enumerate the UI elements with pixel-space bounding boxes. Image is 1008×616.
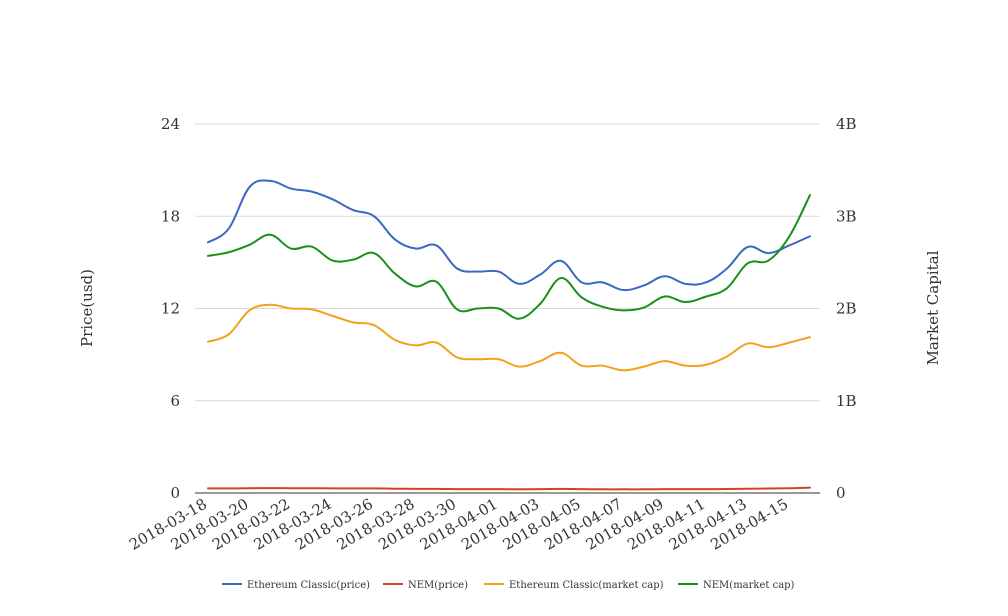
left-y-tick-label: 0	[170, 484, 180, 502]
series-line-1	[207, 179, 811, 292]
legend-label: Ethereum Classic(market cap)	[509, 580, 664, 591]
legend-label: NEM(price)	[408, 580, 468, 591]
legend-label: NEM(market cap)	[703, 580, 795, 591]
grid-lines	[195, 123, 820, 402]
x-tick-labels: 2018-03-182018-03-202018-03-222018-03-24…	[126, 495, 791, 554]
left-y-tick-label: 18	[161, 207, 180, 225]
right-y-tick-label: 1B	[836, 392, 857, 410]
right-y-tick-label: 3B	[836, 207, 857, 225]
series-lines	[207, 179, 811, 491]
right-y-tick-label: 4B	[836, 115, 857, 133]
left-y-tick-label: 6	[170, 392, 180, 410]
left-y-tick-label: 12	[161, 300, 180, 318]
left-y-tick-label: 24	[161, 115, 180, 133]
right-y-tick-label: 0	[836, 484, 846, 502]
left-axis-title: Price(usd)	[78, 269, 96, 347]
right-y-tick-label: 2B	[836, 300, 857, 318]
series-line-4	[207, 194, 811, 320]
right-axis-title: Market Capital	[924, 250, 942, 365]
legend-label: Ethereum Classic(price)	[247, 580, 370, 591]
left-y-tick-labels: 0 6 12 18 24	[161, 115, 180, 502]
right-y-tick-labels: 0 1B 2B 3B 4B	[836, 115, 857, 502]
legend: Ethereum Classic(price) NEM(price) Ethereu…	[222, 580, 795, 591]
series-line-3	[207, 303, 811, 372]
series-line-2	[207, 486, 811, 491]
